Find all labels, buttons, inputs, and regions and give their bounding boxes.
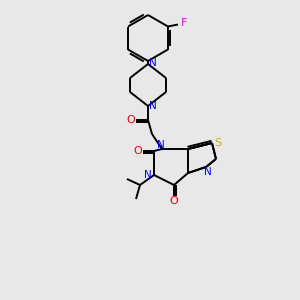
Text: S: S bbox=[214, 138, 222, 148]
Text: N: N bbox=[149, 58, 157, 68]
Text: O: O bbox=[134, 146, 142, 156]
Text: N: N bbox=[204, 167, 212, 177]
Text: N: N bbox=[144, 170, 152, 180]
Text: O: O bbox=[169, 196, 178, 206]
Text: N: N bbox=[149, 101, 157, 111]
Text: F: F bbox=[181, 17, 187, 28]
Text: O: O bbox=[127, 115, 135, 125]
Text: N: N bbox=[157, 140, 165, 150]
